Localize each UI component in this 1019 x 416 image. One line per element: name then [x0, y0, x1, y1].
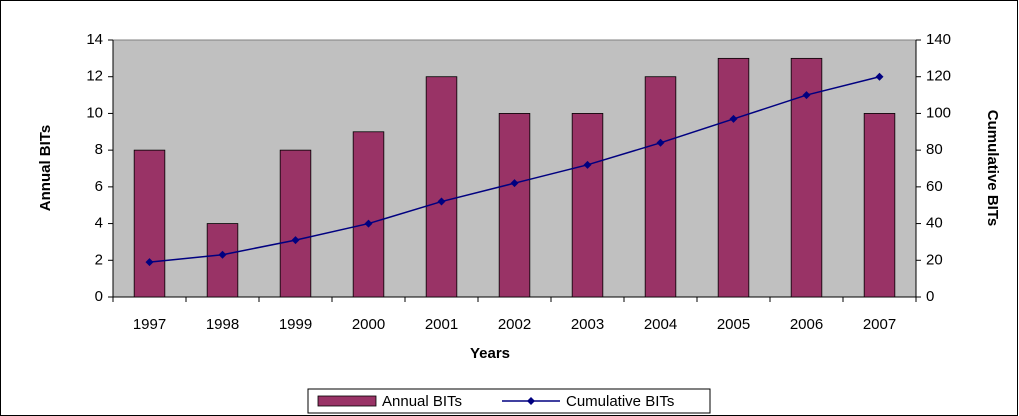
y-tick-label: 8: [95, 141, 103, 158]
x-axis-title: Years: [470, 345, 510, 362]
bar: [644, 76, 677, 298]
bar: [571, 113, 604, 298]
bar: [206, 223, 239, 298]
marker: [145, 258, 154, 267]
x-tick-label: 2007: [863, 316, 896, 333]
x-tick-label: 1997: [133, 316, 166, 333]
legend-label: Cumulative BITs: [566, 393, 674, 410]
bar: [352, 131, 385, 298]
x-tick-label: 2001: [425, 316, 458, 333]
y-tick-label: 14: [86, 31, 103, 48]
marker: [437, 197, 446, 206]
y-tick-label: 2: [95, 251, 103, 268]
bar: [133, 149, 166, 298]
marker: [729, 114, 738, 123]
marker: [656, 138, 665, 147]
bar: [863, 113, 896, 298]
y2-tick-label: 60: [926, 178, 943, 195]
x-tick-label: 1998: [206, 316, 239, 333]
marker: [291, 236, 300, 245]
bar: [279, 149, 312, 298]
legend-label: Annual BITs: [382, 393, 462, 410]
x-tick-label: 2000: [352, 316, 385, 333]
x-tick-label: 2006: [790, 316, 823, 333]
y2-axis-title: Cumulative BITs: [984, 110, 1001, 226]
x-tick-label: 2003: [571, 316, 604, 333]
bar: [717, 57, 750, 298]
y-tick-label: 6: [95, 178, 103, 195]
bar: [425, 76, 458, 298]
y2-tick-label: 140: [926, 31, 951, 48]
y-tick-label: 10: [86, 104, 103, 121]
x-tick-label: 2002: [498, 316, 531, 333]
y2-tick-label: 80: [926, 141, 943, 158]
y2-tick-label: 20: [926, 251, 943, 268]
y2-tick-label: 0: [926, 288, 934, 305]
marker: [218, 250, 227, 259]
y2-tick-label: 40: [926, 215, 943, 232]
x-tick-label: 1999: [279, 316, 312, 333]
y2-tick-label: 120: [926, 68, 951, 85]
legend-swatch: [317, 395, 377, 407]
y-axis-title: Annual BITs: [37, 125, 54, 211]
y-tick-label: 4: [95, 215, 103, 232]
bar: [498, 113, 531, 298]
marker: [583, 160, 592, 169]
legend-marker: [527, 397, 535, 405]
marker: [802, 91, 811, 100]
marker: [364, 219, 373, 228]
x-tick-label: 2004: [644, 316, 677, 333]
y-tick-label: 12: [86, 68, 103, 85]
y2-tick-label: 100: [926, 104, 951, 121]
marker: [510, 179, 519, 188]
marker: [875, 72, 884, 81]
y-tick-label: 0: [95, 288, 103, 305]
x-tick-label: 2005: [717, 316, 750, 333]
